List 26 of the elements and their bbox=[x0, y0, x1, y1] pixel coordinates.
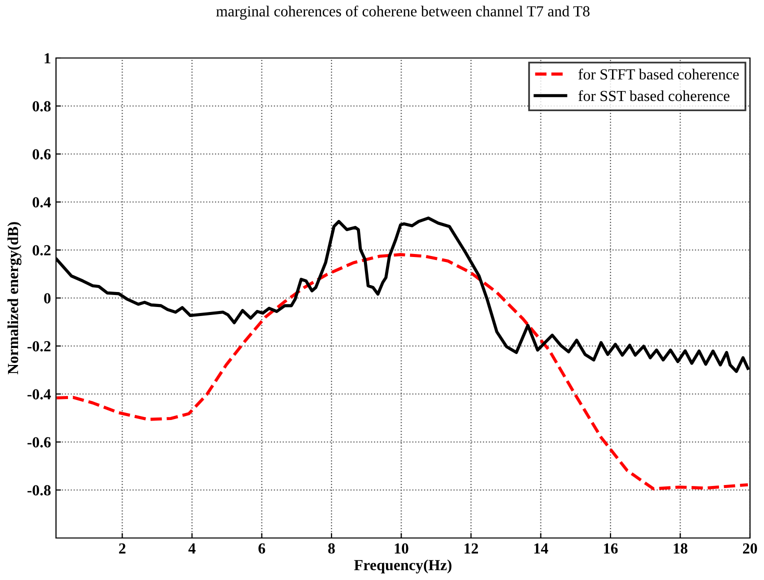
x-tick-label: 6 bbox=[258, 543, 266, 554]
y-tick-label: 0.2 bbox=[32, 245, 50, 256]
y-tick-label: 1 bbox=[44, 53, 50, 64]
line-series bbox=[56, 253, 750, 490]
chart-title: marginal coherences of coherene between channel T7 and T8 bbox=[216, 6, 590, 20]
legend-label: for STFT based coherence bbox=[578, 68, 739, 80]
y-tick-label: -0.6 bbox=[28, 437, 51, 448]
x-tick-label: 2 bbox=[119, 543, 126, 554]
x-tick-label: 20 bbox=[743, 543, 758, 554]
x-tick-label: 8 bbox=[328, 543, 335, 554]
x-axis-title: Frequency(Hz) bbox=[354, 559, 452, 574]
x-tick-label: 18 bbox=[674, 543, 688, 554]
y-tick-label: -0.2 bbox=[28, 341, 50, 352]
y-tick-label: -0.4 bbox=[28, 389, 51, 400]
x-tick-label: 12 bbox=[464, 543, 478, 554]
x-tick-label: 4 bbox=[188, 543, 196, 554]
y-tick-label: 0.4 bbox=[32, 197, 51, 208]
y-tick-label: 0 bbox=[44, 293, 51, 304]
y-tick-label: -0.8 bbox=[28, 485, 51, 496]
x-tick-label: 16 bbox=[604, 543, 618, 554]
y-tick-label: 0.8 bbox=[32, 101, 51, 112]
y-axis-title: Normalized energy(dB) bbox=[7, 222, 22, 374]
x-tick-label: 14 bbox=[534, 543, 548, 554]
legend-label: for SST based coherence bbox=[578, 90, 730, 102]
x-tick-label: 10 bbox=[394, 543, 408, 554]
y-tick-label: 0.6 bbox=[32, 149, 51, 160]
